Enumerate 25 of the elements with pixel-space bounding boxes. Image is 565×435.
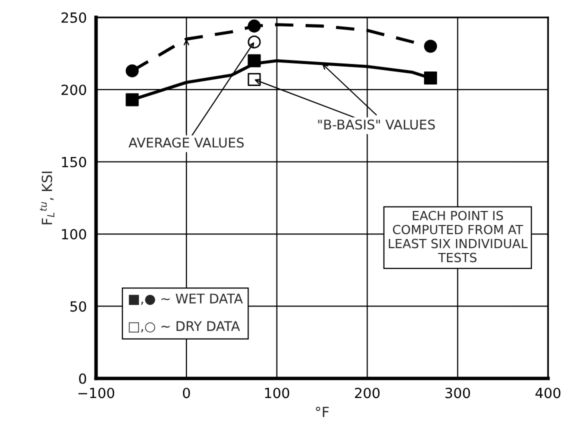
y-tick-label: 150 — [62, 156, 86, 168]
point — [248, 54, 261, 68]
x-tick-label: 0 — [182, 388, 190, 398]
y-tick-label: 0 — [79, 373, 86, 384]
y-axis-title: F$_{L}$$^{tu}$, KSI — [40, 172, 54, 224]
x-tick-label: 300 — [445, 388, 470, 398]
point — [424, 40, 438, 53]
point — [248, 20, 261, 33]
point — [126, 93, 139, 106]
annotation: "B-BASIS" VALUES — [318, 120, 435, 130]
point — [424, 72, 438, 85]
text: ■,● ~ WET DATA □,○ ~ DRY DATA — [128, 294, 243, 333]
y-tick-label: 50 — [70, 301, 86, 312]
x-axis-title: °F — [316, 406, 329, 418]
x-tick-label: 200 — [355, 388, 380, 398]
x-tick-label: 100 — [265, 388, 290, 398]
y-tick-label: 200 — [62, 84, 86, 96]
point — [248, 72, 261, 86]
y-tick-label: 100 — [62, 229, 86, 240]
point — [126, 64, 139, 78]
annotation: EACH POINT IS COMPUTED FROM AT LEAST SIX INDIVIDUAL TESTS — [388, 210, 528, 262]
annotation: AVERAGE VALUES — [128, 138, 244, 148]
x-tick-label: −100 — [78, 388, 114, 398]
x-tick-label: 400 — [535, 388, 560, 398]
y-tick-label: 250 — [62, 12, 86, 23]
